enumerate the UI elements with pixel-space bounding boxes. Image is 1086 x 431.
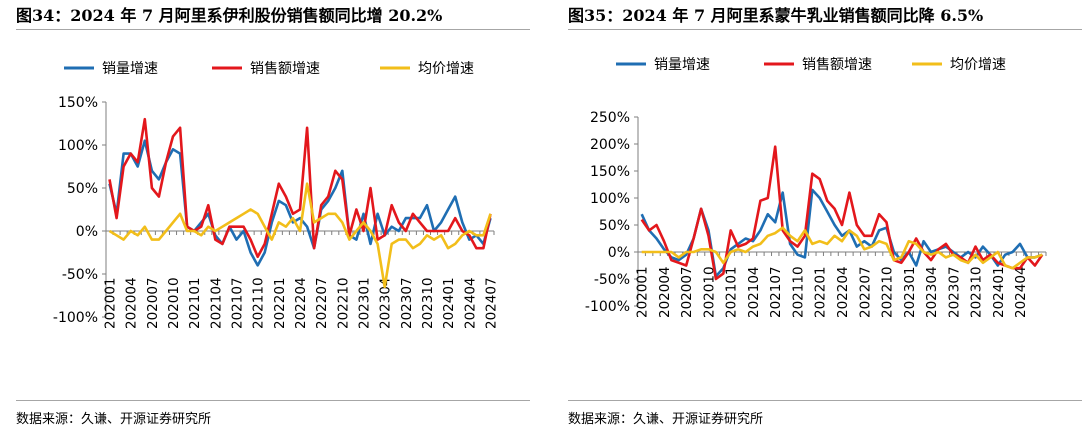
- series-line-volume: [640, 188, 1043, 278]
- x-tick-label: 202001: [635, 266, 651, 318]
- x-tick-label: 202201: [272, 277, 288, 329]
- y-tick-label: -50%: [62, 267, 98, 283]
- x-tick-label: 202104: [746, 266, 762, 318]
- x-tick-label: 202207: [314, 277, 330, 329]
- x-tick-label: 202310: [420, 277, 436, 329]
- x-tick-label: 202007: [679, 266, 695, 318]
- x-tick-label: 202310: [969, 266, 985, 318]
- title-rule: [16, 29, 530, 30]
- source-note: 数据来源：久谦、开源证券研究所: [568, 412, 764, 427]
- title-rule: [568, 29, 1082, 30]
- y-tick-label: 100%: [590, 191, 630, 207]
- x-tick-label: 202007: [145, 277, 161, 329]
- x-tick-label: 202210: [880, 266, 896, 318]
- x-tick-label: 202107: [230, 277, 246, 329]
- series-line-sales: [640, 145, 1044, 281]
- legend-label-sales: 销售额增速: [250, 61, 320, 77]
- x-tick-label: 202110: [790, 266, 806, 318]
- x-tick-label: 202307: [946, 266, 962, 318]
- y-tick-label: 50%: [599, 218, 630, 234]
- legend-label-volume: 销量增速: [102, 61, 158, 77]
- y-tick-label: 100%: [58, 138, 98, 154]
- series-line-price: [641, 226, 1043, 270]
- x-tick-label: 202207: [857, 266, 873, 318]
- x-tick-label: 202210: [335, 277, 351, 329]
- line-chart-ily: -100% -50% 0% 50% 100% 150% 202001 202004 202007…: [53, 61, 500, 329]
- y-tick-label: 50%: [67, 181, 98, 197]
- legend-label-price: 均价增速: [950, 57, 1006, 73]
- series-line-price: [108, 182, 492, 289]
- x-tick-label: 202301: [356, 277, 372, 329]
- legend-label-price: 均价增速: [418, 61, 474, 77]
- x-tick-label: 202204: [835, 266, 851, 318]
- x-tick-label: 202407: [483, 277, 499, 329]
- x-tick-label: 202404: [462, 277, 478, 329]
- x-tick-label: 202301: [902, 266, 918, 318]
- x-tick-label: 202404: [1013, 266, 1029, 318]
- y-tick-label: -50%: [594, 272, 630, 288]
- x-tick-label: 202110: [251, 277, 267, 329]
- y-tick-label: -100%: [53, 310, 98, 326]
- chart-title: 图35：2024 年 7 月阿里系蒙牛乳业销售额同比降 6.5%: [568, 6, 984, 25]
- series-line-volume: [108, 139, 492, 267]
- line-chart-mengniu: -100% -50% 0% 50% 100% 150% 200% 250% 202001 2020…: [585, 57, 1047, 318]
- y-tick-label: 150%: [58, 95, 98, 111]
- y-tick-label: 0%: [608, 245, 630, 261]
- x-tick-label: 202101: [724, 266, 740, 318]
- x-tick-label: 202204: [293, 277, 309, 329]
- x-tick-label: 202304: [924, 266, 940, 318]
- x-tick-label: 202010: [166, 277, 182, 329]
- x-tick-label: 202107: [768, 266, 784, 318]
- chart-panel-ily: 图34：2024 年 7 月阿里系伊利股份销售额同比增 20.2% -100% -…: [0, 0, 534, 431]
- y-tick-label: 150%: [590, 164, 630, 180]
- chart-panel-mengniu: 图35：2024 年 7 月阿里系蒙牛乳业销售额同比降 6.5% -100% -5…: [552, 0, 1086, 431]
- x-tick-label: 202104: [208, 277, 224, 329]
- x-tick-label: 202004: [124, 277, 140, 329]
- source-note: 数据来源：久谦、开源证券研究所: [16, 412, 212, 427]
- chart-title: 图34：2024 年 7 月阿里系伊利股份销售额同比增 20.2%: [16, 6, 443, 25]
- y-tick-label: -100%: [585, 299, 630, 315]
- y-tick-label: 200%: [590, 137, 630, 153]
- legend-label-volume: 销量增速: [654, 57, 710, 73]
- legend-label-sales: 销售额增速: [802, 57, 872, 73]
- x-tick-label: 202201: [813, 266, 829, 318]
- series-line-sales: [108, 117, 492, 259]
- x-tick-label: 202010: [701, 266, 717, 318]
- x-tick-label: 202401: [441, 277, 457, 329]
- y-tick-label: 0%: [76, 224, 98, 240]
- y-tick-label: 250%: [590, 110, 630, 126]
- x-tick-label: 202101: [187, 277, 203, 329]
- source-rule: [568, 400, 1082, 401]
- x-tick-label: 202401: [991, 266, 1007, 318]
- x-tick-label: 202004: [657, 266, 673, 318]
- source-rule: [16, 400, 530, 401]
- x-tick-label: 202307: [399, 277, 415, 329]
- x-tick-label: 202304: [378, 277, 394, 329]
- x-tick-label: 202001: [103, 277, 119, 329]
